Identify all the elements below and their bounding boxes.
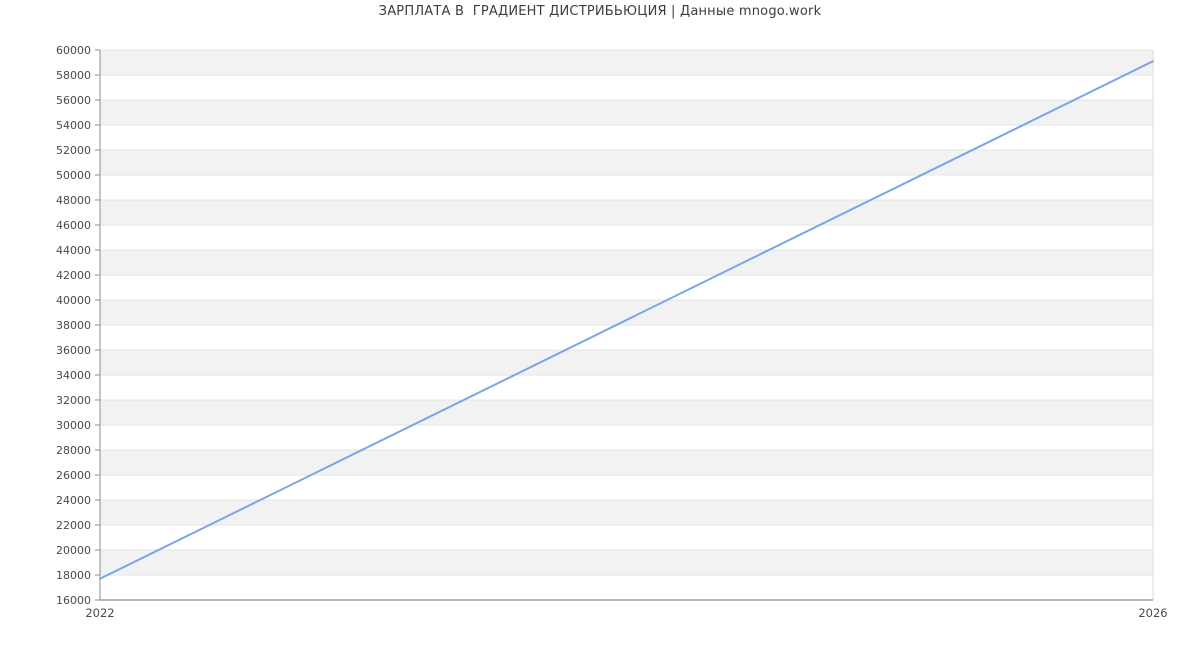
plot-band (100, 350, 1153, 375)
y-tick-label: 44000 (56, 244, 91, 257)
x-tick-label: 2026 (1138, 606, 1167, 620)
y-tick-label: 42000 (56, 269, 91, 282)
plot-band (100, 400, 1153, 425)
y-tick-label: 40000 (56, 294, 91, 307)
y-tick-label: 50000 (56, 169, 91, 182)
chart-title: ЗАРПЛАТА В ГРАДИЕНТ ДИСТРИБЬЮЦИЯ | Данны… (378, 4, 822, 19)
y-tick-label: 16000 (56, 594, 91, 607)
y-tick-label: 24000 (56, 494, 91, 507)
x-tick-label: 2022 (85, 606, 114, 620)
y-tick-label: 18000 (56, 569, 91, 582)
y-tick-label: 46000 (56, 219, 91, 232)
y-tick-label: 30000 (56, 419, 91, 432)
y-tick-label: 38000 (56, 319, 91, 332)
y-tick-label: 60000 (56, 44, 91, 57)
plot-band (100, 100, 1153, 125)
y-tick-label: 48000 (56, 194, 91, 207)
plot-band (100, 300, 1153, 325)
plot-band (100, 50, 1153, 75)
y-tick-label: 54000 (56, 119, 91, 132)
y-tick-label: 28000 (56, 444, 91, 457)
y-tick-label: 22000 (56, 519, 91, 532)
plot-band (100, 250, 1153, 275)
y-tick-label: 26000 (56, 469, 91, 482)
y-tick-label: 34000 (56, 369, 91, 382)
y-tick-label: 52000 (56, 144, 91, 157)
salary-line (99, 60, 1154, 580)
plot-band (100, 500, 1153, 525)
y-tick-label: 58000 (56, 69, 91, 82)
y-tick-label: 32000 (56, 394, 91, 407)
y-tick-label: 20000 (56, 544, 91, 557)
y-tick-label: 56000 (56, 94, 91, 107)
y-tick-label: 36000 (56, 344, 91, 357)
plot-band (100, 550, 1153, 575)
plot-band (100, 150, 1153, 175)
plot-band (100, 200, 1153, 225)
plot-band (100, 450, 1153, 475)
